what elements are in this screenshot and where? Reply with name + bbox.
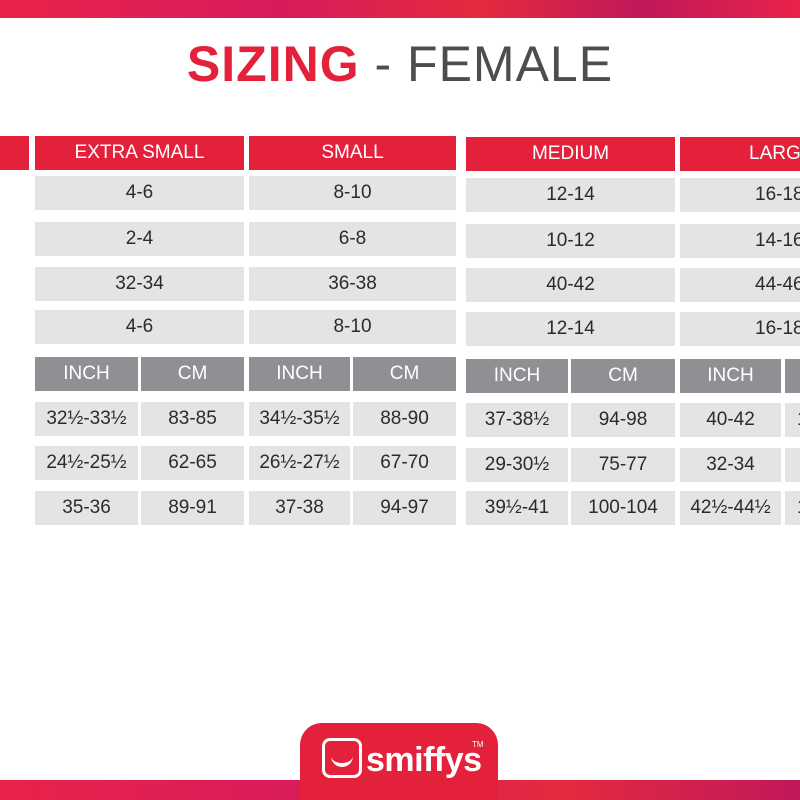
measurement-cell: 24½-25½ [35, 446, 138, 480]
brand-logo-text: smiffys [366, 741, 482, 779]
measurement-cell: 75-77 [571, 448, 675, 482]
measurement-cell: 40-42 [680, 403, 781, 437]
size-cell: 16-18 [680, 312, 800, 346]
measurement-cell: 94-97 [353, 491, 456, 525]
size-cell: 8-10 [249, 176, 456, 210]
measurement-cell: 67-70 [353, 446, 456, 480]
unit-header-inch: INCH [680, 359, 781, 393]
size-cell: 4-6 [35, 310, 244, 344]
trademark-mark: TM [472, 740, 484, 749]
size-cell: 6-8 [249, 222, 456, 256]
measurement-cell: 32-34 [680, 448, 781, 482]
size-header-small: SMALL [249, 136, 456, 170]
unit-header-inch: INCH [249, 357, 350, 391]
measurement-cell: 37-38 [249, 491, 350, 525]
smiley-logo-icon [322, 738, 362, 778]
measurement-cell: 29-30½ [466, 448, 568, 482]
size-header-large: LARGE [680, 137, 800, 171]
page-title: SIZING - FEMALE [0, 34, 800, 94]
measurement-cell: 42½-44½ [680, 491, 781, 525]
unit-header-cm-partial [785, 359, 800, 393]
title-sub: - FEMALE [374, 36, 614, 92]
measurement-cell: 94-98 [571, 403, 675, 437]
size-cell: 12-14 [466, 178, 675, 212]
unit-header-inch: INCH [466, 359, 568, 393]
measurement-cell: 62-65 [141, 446, 244, 480]
title-main: SIZING [186, 36, 360, 92]
size-cell: 12-14 [466, 312, 675, 346]
measurement-cell-partial [785, 448, 800, 482]
size-cell: 36-38 [249, 267, 456, 301]
size-cell: 10-12 [466, 224, 675, 258]
measurement-cell: 100-104 [571, 491, 675, 525]
measurement-cell: 83-85 [141, 402, 244, 436]
measurement-cell: 32½-33½ [35, 402, 138, 436]
size-cell: 4-6 [35, 176, 244, 210]
size-cell: 16-18 [680, 178, 800, 212]
unit-header-inch: INCH [35, 357, 138, 391]
unit-header-cm: CM [571, 359, 675, 393]
measurement-cell: 39½-41 [466, 491, 568, 525]
measurement-cell: 34½-35½ [249, 402, 350, 436]
size-cell: 8-10 [249, 310, 456, 344]
size-cell: 14-16 [680, 224, 800, 258]
size-cell: 2-4 [35, 222, 244, 256]
left-partial-header [0, 136, 29, 170]
size-header-medium: MEDIUM [466, 137, 675, 171]
measurement-cell: 89-91 [141, 491, 244, 525]
unit-header-cm: CM [141, 357, 244, 391]
measurement-cell: 35-36 [35, 491, 138, 525]
measurement-cell: 88-90 [353, 402, 456, 436]
measurement-cell: 37-38½ [466, 403, 568, 437]
measurement-cell: 26½-27½ [249, 446, 350, 480]
smile-icon [331, 749, 353, 767]
top-color-band [0, 0, 800, 18]
measurement-cell-partial: 1 [785, 403, 800, 437]
size-header-extra-small: EXTRA SMALL [35, 136, 244, 170]
measurement-cell-partial: 1 [785, 491, 800, 525]
size-cell: 44-46 [680, 268, 800, 302]
size-cell: 32-34 [35, 267, 244, 301]
unit-header-cm: CM [353, 357, 456, 391]
size-cell: 40-42 [466, 268, 675, 302]
